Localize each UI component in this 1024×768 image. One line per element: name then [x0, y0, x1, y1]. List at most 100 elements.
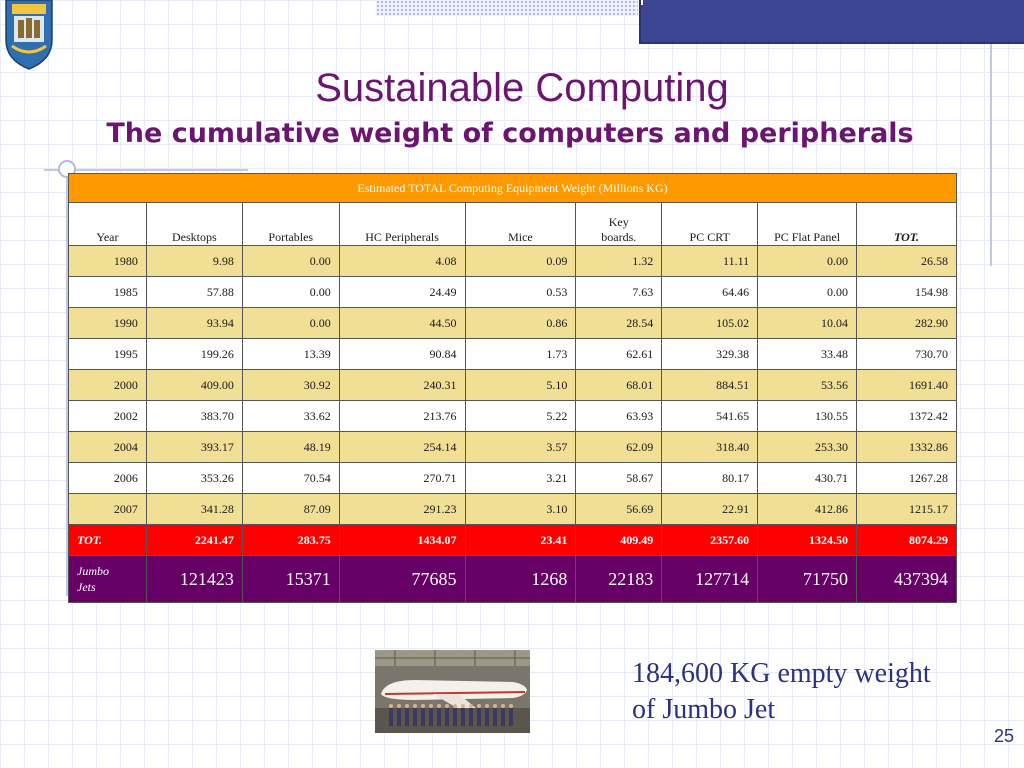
year-cell: 2006 — [68, 462, 147, 494]
value-cell: 0.00 — [757, 245, 858, 277]
jumbo-label-line-2: Jets — [77, 580, 96, 594]
header-year: Year — [68, 202, 147, 246]
jumbo-jet-note: 184,600 KG empty weight of Jumbo Jet — [632, 656, 1012, 728]
value-cell: 393.17 — [145, 431, 243, 463]
jumbo-cell: 1268 — [464, 555, 577, 603]
total-cell: 8074.29 — [856, 524, 957, 556]
year-cell: 2007 — [68, 493, 147, 525]
value-cell: 5.22 — [464, 400, 577, 432]
value-cell: 0.86 — [464, 307, 577, 339]
total-label: TOT. — [68, 524, 147, 556]
value-cell: 730.70 — [856, 338, 957, 370]
year-cell: 1985 — [68, 276, 147, 308]
value-cell: 253.30 — [757, 431, 858, 463]
total-cell: 409.49 — [575, 524, 663, 556]
value-cell: 130.55 — [757, 400, 858, 432]
header-keyboards-line1: Key — [608, 215, 629, 229]
value-cell: 154.98 — [856, 276, 957, 308]
top-right-navy-panel — [639, 0, 1024, 44]
total-cell: 23.41 — [464, 524, 577, 556]
right-guide-line — [990, 44, 992, 266]
equipment-weight-table: Estimated TOTAL Computing Equipment Weig… — [68, 173, 957, 603]
slide-subtitle: The cumulative weight of computers and p… — [106, 118, 914, 149]
value-cell: 282.90 — [856, 307, 957, 339]
value-cell: 383.70 — [145, 400, 243, 432]
value-cell: 33.62 — [241, 400, 340, 432]
jumbo-cell: 121423 — [145, 555, 243, 603]
value-cell: 4.08 — [338, 245, 466, 277]
value-cell: 64.46 — [661, 276, 759, 308]
year-cell: 1990 — [68, 307, 147, 339]
value-cell: 9.98 — [145, 245, 243, 277]
year-cell: 2002 — [68, 400, 147, 432]
header-pc-crt: PC CRT — [661, 202, 759, 246]
value-cell: 33.48 — [757, 338, 858, 370]
value-cell: 48.19 — [241, 431, 340, 463]
value-cell: 44.50 — [338, 307, 466, 339]
value-cell: 270.71 — [338, 462, 466, 494]
table-caption: Estimated TOTAL Computing Equipment Weig… — [68, 173, 957, 203]
left-guide-line — [44, 169, 248, 171]
jumbo-label-line-1: Jumbo — [77, 564, 109, 578]
value-cell: 341.28 — [145, 493, 243, 525]
value-cell: 0.53 — [464, 276, 577, 308]
year-cell: 1980 — [68, 245, 147, 277]
value-cell: 68.01 — [575, 369, 663, 401]
value-cell: 28.54 — [575, 307, 663, 339]
table-row: 1985 57.88 0.00 24.49 0.53 7.63 64.46 0.00 154.9… — [68, 276, 957, 308]
value-cell: 1.32 — [575, 245, 663, 277]
total-row: TOT. 2241.47 283.75 1434.07 23.41 409.49 2357.… — [68, 524, 957, 556]
total-cell: 2357.60 — [661, 524, 759, 556]
value-cell: 11.11 — [661, 245, 759, 277]
header-hc-peripherals: HC Peripherals — [338, 202, 466, 246]
jumbo-cell: 15371 — [241, 555, 340, 603]
value-cell: 254.14 — [338, 431, 466, 463]
table-row: 2000 409.00 30.92 240.31 5.10 68.01 884.51 53.5… — [68, 369, 957, 401]
value-cell: 3.57 — [464, 431, 577, 463]
header-desktops: Desktops — [145, 202, 243, 246]
value-cell: 0.00 — [241, 276, 340, 308]
jumbo-jet-illustration — [375, 650, 530, 733]
value-cell: 412.86 — [757, 493, 858, 525]
value-cell: 430.71 — [757, 462, 858, 494]
jumbo-cell: 71750 — [757, 555, 858, 603]
left-vertical-guide-line — [66, 176, 68, 596]
value-cell: 3.10 — [464, 493, 577, 525]
year-cell: 2004 — [68, 431, 147, 463]
value-cell: 3.21 — [464, 462, 577, 494]
value-cell: 30.92 — [241, 369, 340, 401]
table-row: 2006 353.26 70.54 270.71 3.21 58.67 80.17 430.7… — [68, 462, 957, 494]
navy-panel-tick — [641, 0, 643, 5]
header-pc-flat-panel: PC Flat Panel — [757, 202, 858, 246]
header-mice: Mice — [464, 202, 577, 246]
jumbo-cell: 22183 — [575, 555, 663, 603]
value-cell: 353.26 — [145, 462, 243, 494]
top-dotted-bar — [376, 0, 638, 16]
value-cell: 329.38 — [661, 338, 759, 370]
table-row: 2002 383.70 33.62 213.76 5.22 63.93 541.65 130.… — [68, 400, 957, 432]
value-cell: 58.67 — [575, 462, 663, 494]
value-cell: 1.73 — [464, 338, 577, 370]
value-cell: 24.49 — [338, 276, 466, 308]
value-cell: 90.84 — [338, 338, 466, 370]
table-row: 1990 93.94 0.00 44.50 0.86 28.54 105.02 10.04 28… — [68, 307, 957, 339]
value-cell: 1332.86 — [856, 431, 957, 463]
total-cell: 1434.07 — [338, 524, 466, 556]
jumbo-jets-row: Jumbo Jets 121423 15371 77685 1268 22183 127714… — [68, 555, 957, 603]
value-cell: 80.17 — [661, 462, 759, 494]
value-cell: 1215.17 — [856, 493, 957, 525]
value-cell: 1691.40 — [856, 369, 957, 401]
value-cell: 0.00 — [241, 245, 340, 277]
value-cell: 409.00 — [145, 369, 243, 401]
value-cell: 26.58 — [856, 245, 957, 277]
table-row: 1980 9.98 0.00 4.08 0.09 1.32 11.11 0.00 26.58 — [68, 245, 957, 277]
value-cell: 0.00 — [241, 307, 340, 339]
university-crest-logo — [5, 0, 53, 70]
total-cell: 283.75 — [241, 524, 340, 556]
year-cell: 2000 — [68, 369, 147, 401]
total-cell: 1324.50 — [757, 524, 858, 556]
value-cell: 1372.42 — [856, 400, 957, 432]
value-cell: 87.09 — [241, 493, 340, 525]
header-total: TOT. — [856, 202, 957, 246]
jumbo-jet-photo — [375, 650, 530, 733]
